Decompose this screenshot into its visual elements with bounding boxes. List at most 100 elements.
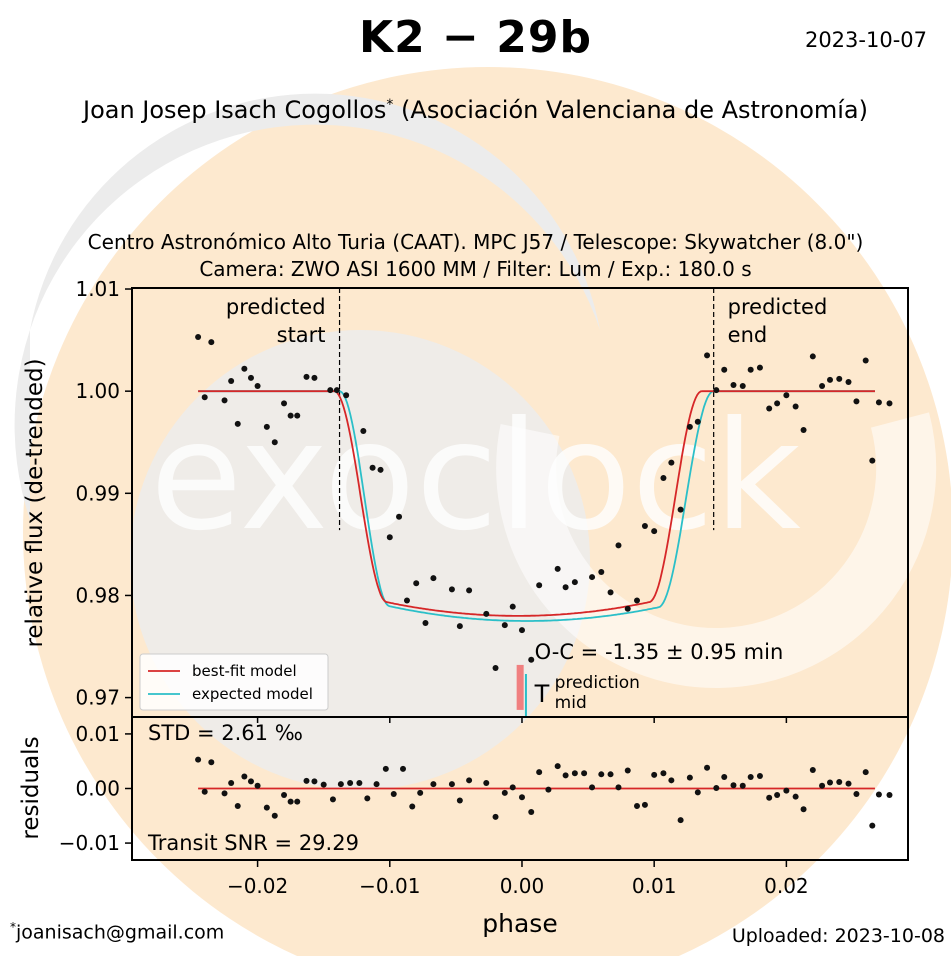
residual-point (651, 771, 658, 778)
lightcurve-point (528, 656, 535, 663)
lightcurve-point (466, 587, 473, 594)
oc-bar (516, 664, 524, 710)
std-annotation: STD = 2.61 ‰ (148, 721, 303, 745)
lightcurve-point (589, 574, 596, 581)
residual-point (234, 802, 241, 809)
lightcurve-point (766, 405, 773, 412)
planet-title: K2 − 29b (359, 12, 592, 63)
lightcurve-point (271, 439, 278, 446)
lightcurve-point (287, 412, 294, 419)
residual-point (836, 778, 843, 785)
residual-point (756, 772, 763, 779)
residual-point (483, 780, 490, 787)
residual-point (364, 795, 371, 802)
lightcurve-point (422, 620, 429, 627)
residual-point (766, 794, 773, 801)
lightcurve-point (456, 623, 463, 630)
lightcurve-y-label: relative flux (de-trended) (22, 358, 48, 647)
lightcurve-point (509, 603, 516, 610)
residual-point (615, 784, 622, 791)
residuals-axes: −0.02 −0.01 0.00 0.01 0.02 −0.01 0.00 0.01 STD… (18, 716, 909, 938)
residual-point (311, 778, 318, 785)
residual-point (747, 774, 754, 781)
lightcurve-point (518, 627, 525, 634)
residual-point (571, 770, 578, 777)
residual-point (862, 769, 869, 776)
lightcurve-point (430, 575, 437, 582)
residual-point (704, 764, 711, 771)
residual-point (875, 791, 882, 798)
lightcurve-point (303, 373, 310, 380)
residual-point (287, 798, 294, 805)
residuals-x-ticks: −0.02 −0.01 0.00 0.01 0.02 (227, 860, 809, 898)
legend-box (139, 653, 329, 711)
residuals-y-label: residuals (18, 736, 44, 839)
lightcurve-point (208, 339, 215, 346)
residual-point (241, 773, 248, 780)
lightcurve-point (756, 364, 763, 371)
author-affiliation: (Asociación Valenciana de Astronomía) (401, 96, 868, 124)
residual-point (869, 822, 876, 829)
lightcurve-point (721, 366, 728, 373)
lightcurve-point (562, 584, 569, 591)
lightcurve-point (228, 377, 235, 384)
watermark-text: exoclock (150, 390, 801, 564)
lightcurve-point (333, 387, 340, 394)
observation-date: 2023-10-07 (804, 28, 927, 52)
lightcurve-point (792, 403, 799, 410)
residual-point (686, 774, 693, 781)
residual-point (660, 770, 667, 777)
predicted-end-label-2: end (728, 323, 768, 347)
predicted-start-label-1: predicted (226, 295, 326, 319)
residual-point (195, 756, 202, 763)
lightcurve-point (483, 610, 490, 617)
lightcurve-point (677, 506, 684, 513)
residual-point (409, 803, 416, 810)
residual-point (294, 798, 301, 805)
residual-point (329, 796, 336, 803)
residuals-y-tick-label: 0.00 (75, 777, 120, 801)
lightcurve-point (294, 412, 301, 419)
residual-point (247, 778, 254, 785)
lightcurve-point (221, 397, 228, 404)
lightcurve-point (281, 400, 288, 407)
residual-point (501, 789, 508, 796)
residual-point (607, 771, 614, 778)
lightcurve-point (492, 664, 499, 671)
residual-point (809, 766, 816, 773)
lightcurve-points (195, 334, 893, 671)
tmid-sup: prediction (555, 673, 640, 693)
tmid-symbol: T (534, 680, 550, 708)
camera-line: Camera: ZWO ASI 1600 MM / Filter: Lum / … (199, 257, 752, 281)
lightcurve-point (403, 597, 410, 604)
residual-point (633, 802, 640, 809)
lightcurve-y-tick-label: 0.97 (75, 686, 120, 710)
observatory-line: Centro Astronómico Alto Turia (CAAT). MP… (87, 230, 864, 254)
residual-point (417, 789, 424, 796)
residual-point (545, 786, 552, 793)
lightcurve-point (660, 474, 667, 481)
residual-point (518, 794, 525, 801)
lightcurve-point (783, 392, 790, 399)
predicted-end-label-1: predicted (728, 295, 828, 319)
legend-best-fit-label: best-fit model (192, 662, 297, 680)
email-text: joanisach@gmail.com (16, 921, 225, 944)
lightcurve-point (396, 513, 403, 520)
residual-point (783, 787, 790, 794)
residual-point (347, 780, 354, 787)
residual-point (400, 765, 407, 772)
legend: best-fit model expected model (139, 653, 329, 711)
residual-point (221, 790, 228, 797)
lightcurve-point (501, 622, 508, 629)
residual-point (713, 784, 720, 791)
residual-point (430, 781, 437, 788)
residual-point (208, 759, 215, 766)
residual-point (792, 793, 799, 800)
residual-point (624, 767, 631, 774)
residual-point (492, 813, 499, 820)
residual-point (554, 763, 561, 770)
lightcurve-point (668, 459, 675, 466)
residual-point (730, 782, 737, 789)
residual-point (739, 782, 746, 789)
